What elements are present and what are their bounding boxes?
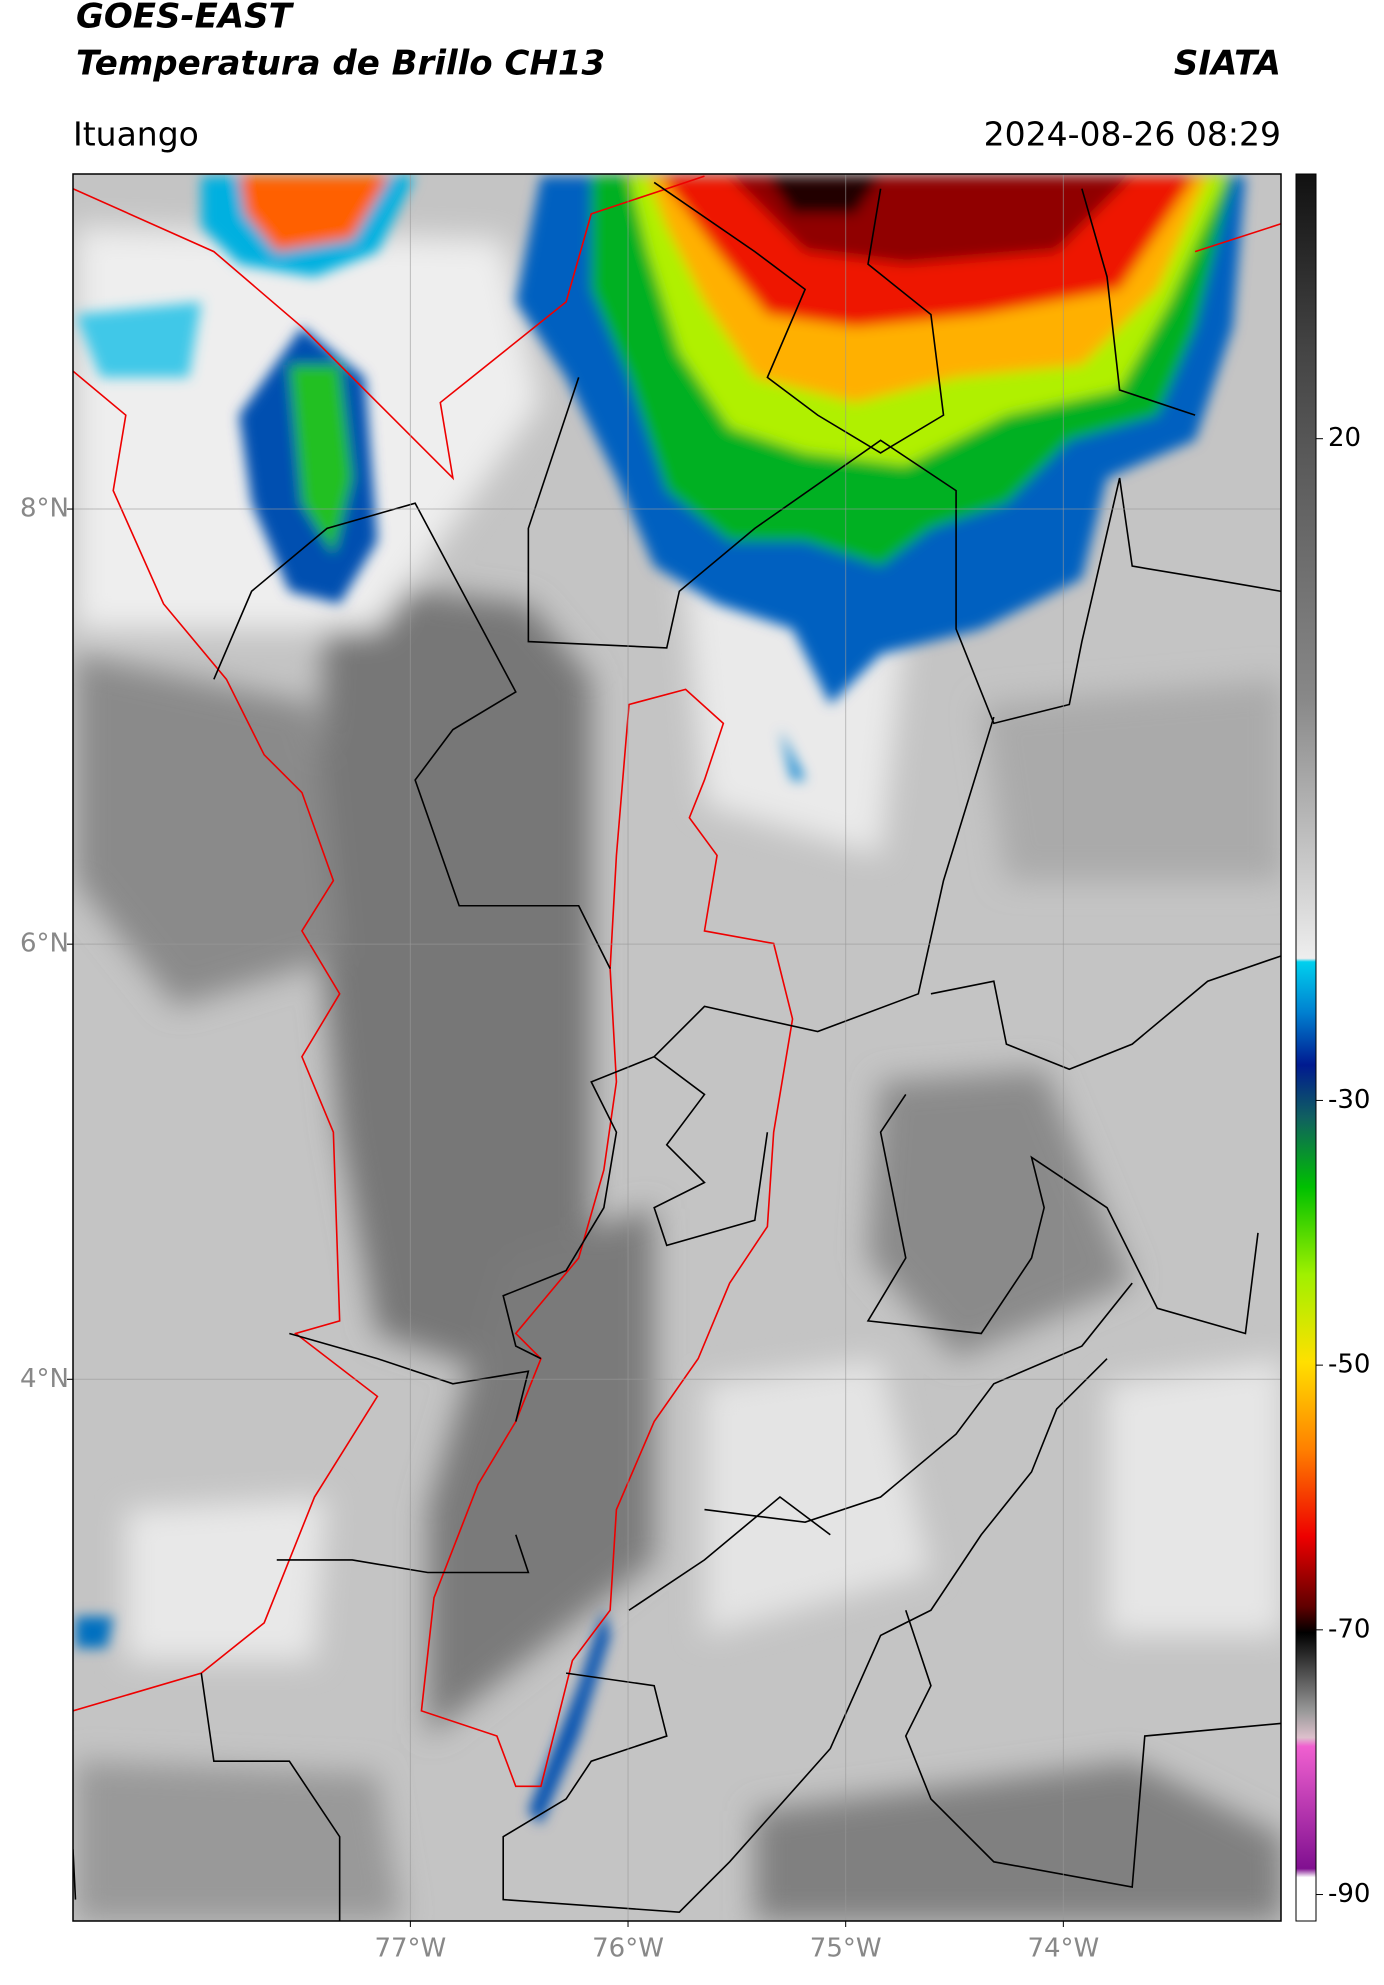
colorbar bbox=[1295, 173, 1317, 1922]
boundaries bbox=[73, 176, 1281, 1921]
colorbar-tick-label: -70 bbox=[1328, 1614, 1370, 1644]
x-tick-label: 74°W bbox=[1027, 1934, 1099, 1964]
title: GOES-EAST bbox=[76, 0, 295, 37]
title: Temperatura de Brillo CH13 bbox=[76, 44, 605, 84]
x-tick-label: 76°W bbox=[592, 1934, 664, 1964]
colorbar-tick-label: -30 bbox=[1328, 1085, 1370, 1115]
map-image bbox=[73, 174, 1281, 1921]
datetime: 2024-08-26 08:29 bbox=[984, 115, 1281, 154]
x-tick-label: 77°W bbox=[374, 1934, 446, 1964]
colorbar-tick-label: 20 bbox=[1328, 423, 1361, 453]
map-frame bbox=[72, 173, 1282, 1922]
colorbar-tick-label: -90 bbox=[1328, 1879, 1370, 1909]
y-tick-label: 4°N bbox=[20, 1364, 69, 1394]
location: Ituango bbox=[73, 115, 199, 154]
grid bbox=[73, 174, 1281, 1921]
y-tick-label: 6°N bbox=[20, 929, 69, 959]
source: SIATA bbox=[1174, 44, 1281, 84]
y-tick-label: 8°N bbox=[20, 494, 69, 524]
colorbar-tick-label: -50 bbox=[1328, 1350, 1370, 1380]
x-tick-label: 75°W bbox=[810, 1934, 882, 1964]
